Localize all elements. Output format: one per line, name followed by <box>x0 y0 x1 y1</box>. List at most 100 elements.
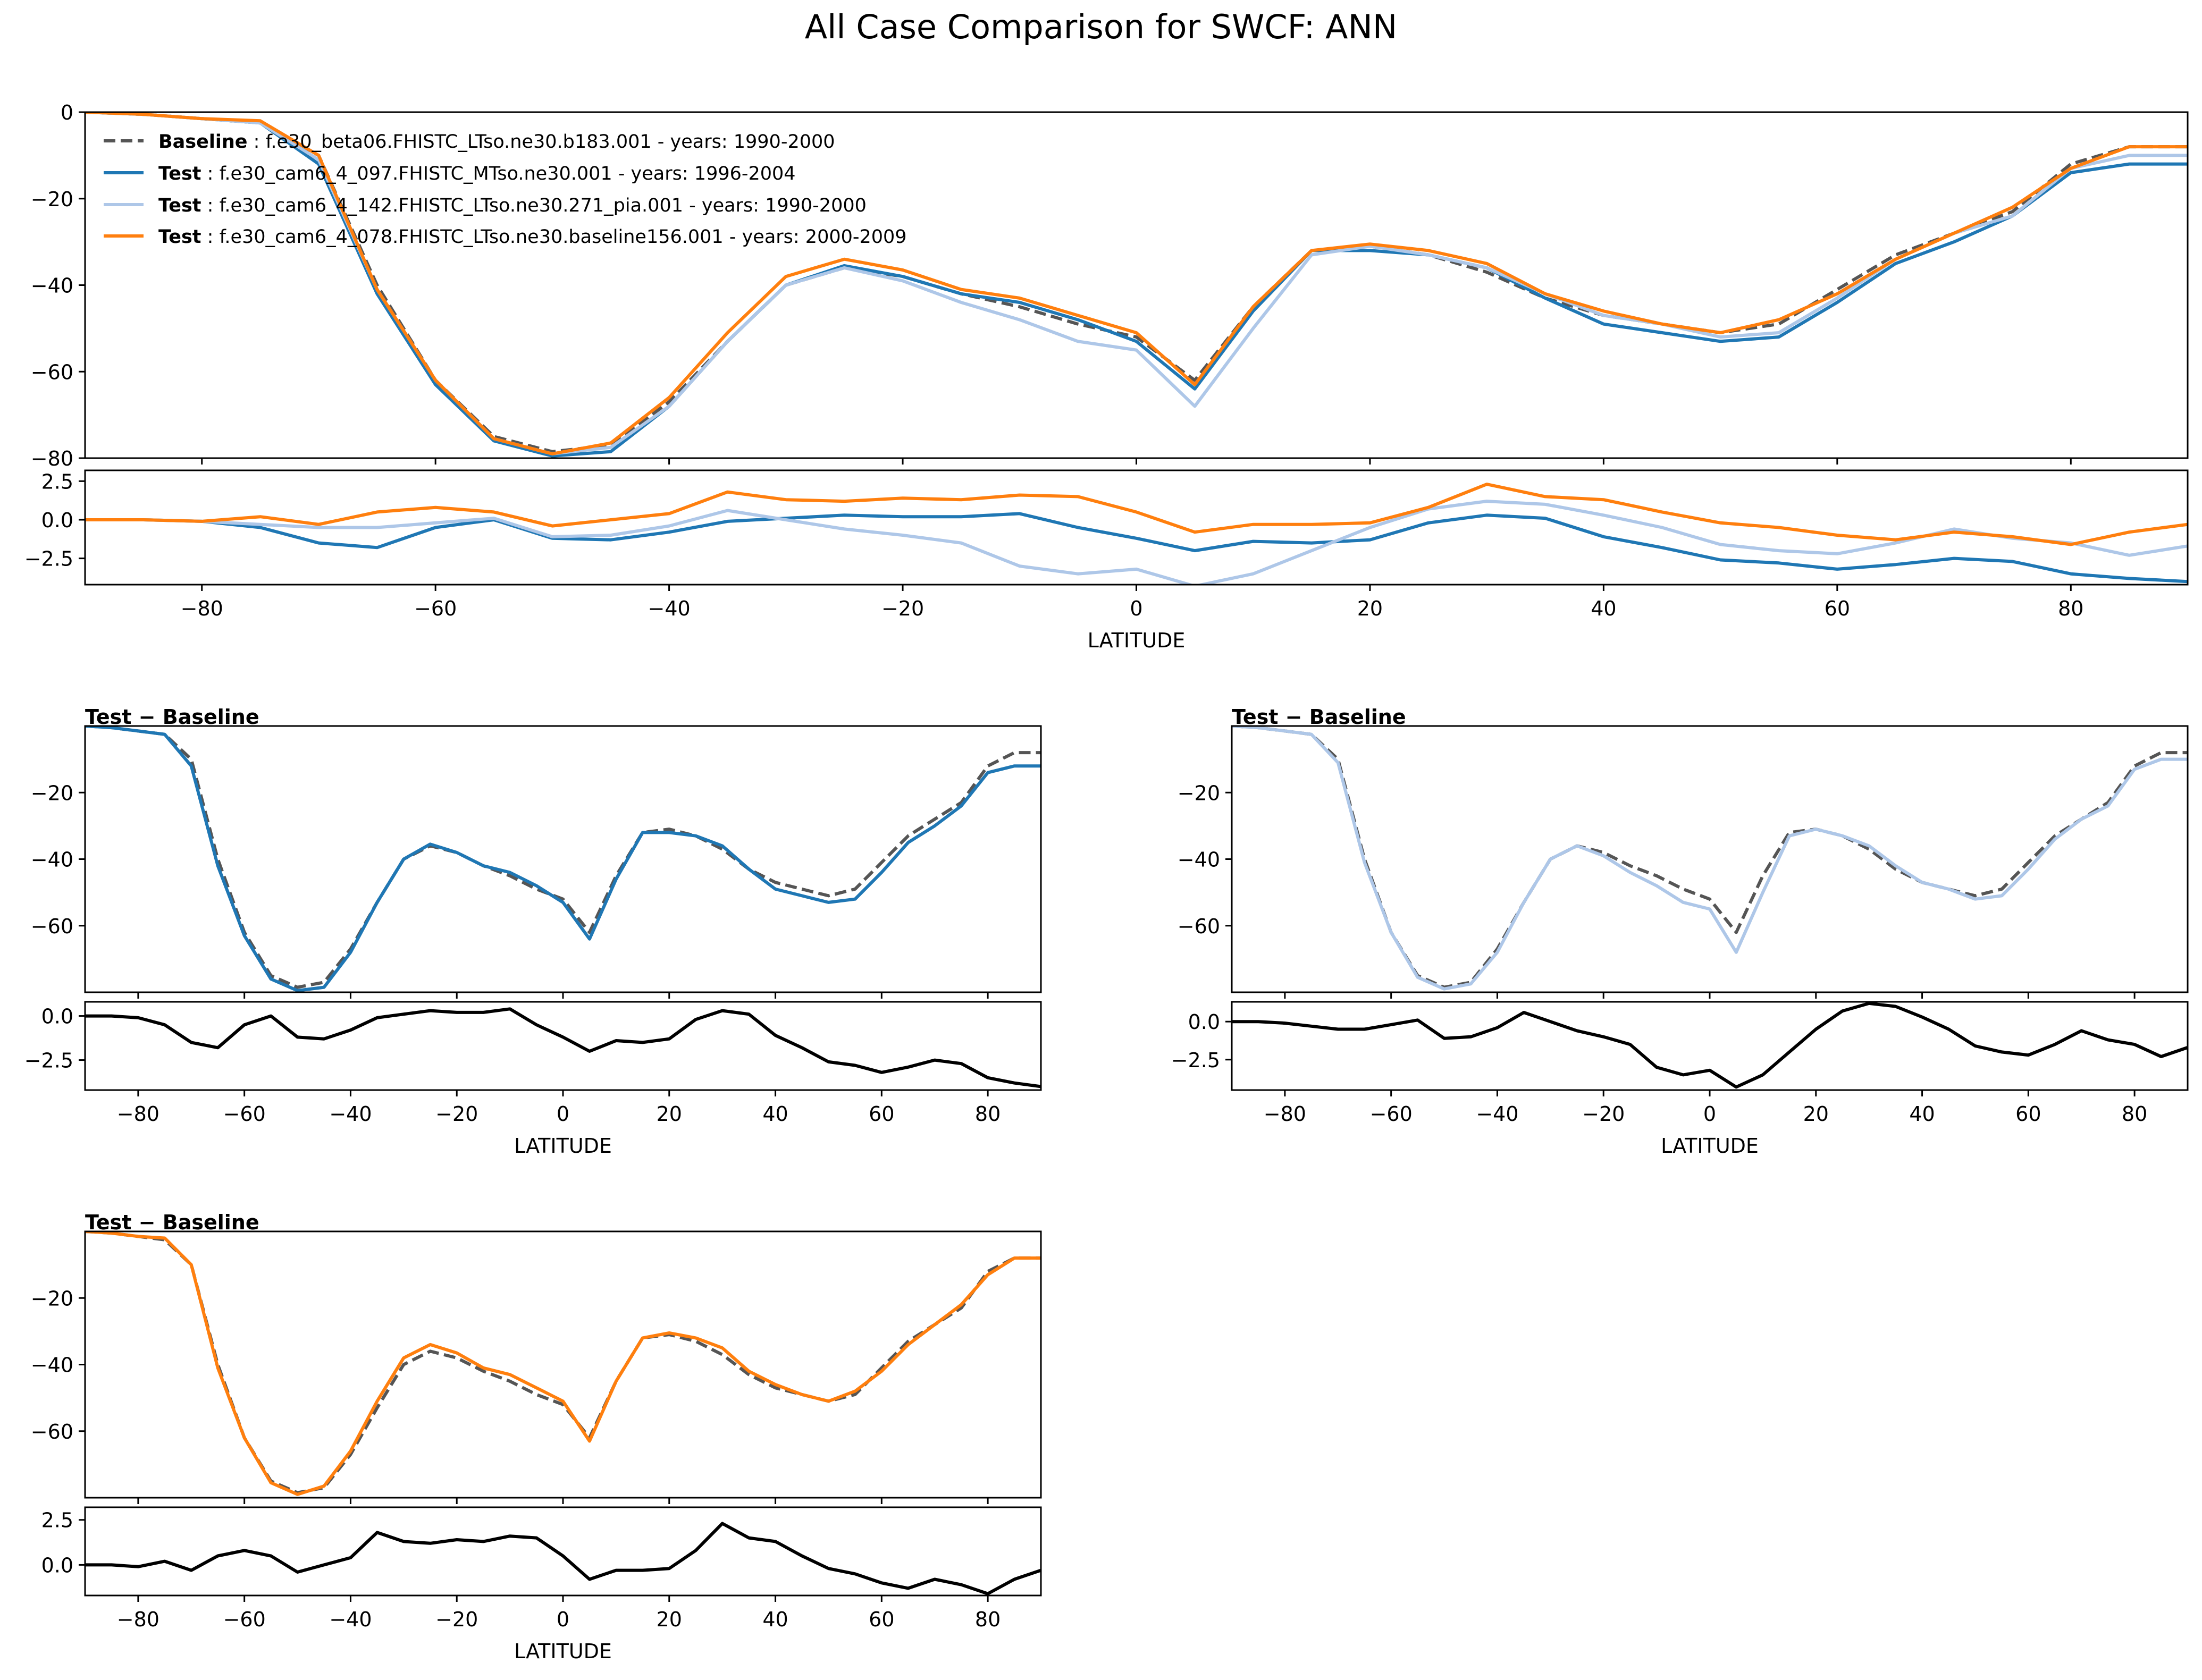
legend-entry: Baseline : f.e30_beta06.FHISTC_LTso.ne30… <box>158 131 835 153</box>
y-tick-label: −40 <box>31 1354 73 1377</box>
legend-entry-colon: : <box>201 163 220 184</box>
diff-annotation: Test − Baseline <box>1232 705 1406 729</box>
legend-entry-label: Test <box>158 226 201 248</box>
x-axis-label: LATITUDE <box>514 1134 612 1158</box>
legend-entry-colon: : <box>201 195 220 216</box>
sub-plot-2: −20 −40 −60 Test − Baseline <box>1178 705 2189 999</box>
y-tick-label: −40 <box>1178 848 1220 872</box>
sub-diff-plot-1-lines <box>85 1007 1041 1088</box>
sub-plot-3-frame <box>84 1230 1042 1499</box>
x-tick-label: 20 <box>1357 597 1383 620</box>
test-line-3 <box>85 1231 1041 1496</box>
diff-line-2 <box>85 500 2188 585</box>
x-tick-label: 0 <box>1130 597 1142 620</box>
legend-entry-colon: : <box>201 226 220 248</box>
y-tick-label: 0.0 <box>41 1554 73 1577</box>
x-tick-label: −40 <box>329 1102 372 1126</box>
sub-plot-3: −20 −40 −60 Test − Baseline <box>31 1211 1042 1504</box>
x-tick-label: 20 <box>657 1608 682 1631</box>
legend-entry: Test : f.e30_cam6_4_078.FHISTC_LTso.ne30… <box>158 226 907 248</box>
y-tick-label: −2.5 <box>24 1049 73 1073</box>
legend-entry: Test : f.e30_cam6_4_097.FHISTC_MTso.ne30… <box>158 163 796 184</box>
test-line-2 <box>1232 726 2188 991</box>
y-tick-label: 0.0 <box>41 509 73 532</box>
x-tick-label: 40 <box>762 1608 788 1631</box>
x-tick-label: −80 <box>181 597 223 620</box>
y-tick-label: −60 <box>31 360 73 384</box>
x-tick-label: −60 <box>414 597 457 620</box>
sub-diff-plot-3-lines <box>85 1522 1041 1595</box>
x-tick-label: 0 <box>1703 1102 1716 1126</box>
sub-plot-2-lines <box>1232 726 2188 991</box>
diff-annotation: Test − Baseline <box>85 705 259 729</box>
sub-plot-3-lines <box>85 1231 1041 1496</box>
y-tick-label: −80 <box>31 447 73 470</box>
x-tick-label: −40 <box>648 597 691 620</box>
y-tick-label: −20 <box>31 188 73 211</box>
sub-diff-plot-1-frame <box>84 1001 1042 1091</box>
sub-diff-plot-3: −80 −60 −40 −20 0 20 40 60 80 2.5 0.0 LATITUDE <box>41 1506 1042 1663</box>
legend-entry-text: f.e30_cam6_4_097.FHISTC_MTso.ne30.001 - … <box>220 163 796 184</box>
sub-plot-1: −20 −40 −60 Test − Baseline <box>31 705 1042 999</box>
legend-entry-label: Baseline <box>158 131 248 153</box>
x-axis-label: LATITUDE <box>1088 629 1186 652</box>
y-tick-label: 0.0 <box>1188 1010 1220 1034</box>
x-tick-label: 80 <box>975 1608 1001 1631</box>
x-tick-label: 20 <box>1803 1102 1829 1126</box>
x-tick-label: 40 <box>1909 1102 1935 1126</box>
diff-line-1 <box>85 1007 1041 1088</box>
x-tick-label: −20 <box>435 1608 478 1631</box>
y-tick-label: 0.0 <box>41 1005 73 1028</box>
x-tick-label: −60 <box>223 1102 266 1126</box>
y-tick-label: −60 <box>31 915 73 938</box>
y-tick-label: −20 <box>31 1287 73 1310</box>
sub-diff-plot-2-lines <box>1232 1002 2188 1089</box>
baseline-line <box>85 1231 1041 1495</box>
main-plot: 0 −20 −40 −60 −80 <box>31 101 2189 470</box>
sub-diff-plot-2-frame <box>1231 1001 2189 1091</box>
x-tick-label: 60 <box>1825 597 1850 620</box>
y-tick-label: −20 <box>1178 781 1220 805</box>
x-tick-label: 80 <box>975 1102 1001 1126</box>
x-tick-label: −60 <box>1370 1102 1413 1126</box>
y-tick-label: 2.5 <box>41 1509 73 1532</box>
x-tick-label: −80 <box>1264 1102 1306 1126</box>
y-tick-label: −60 <box>1178 915 1220 938</box>
diff-line-2 <box>1232 1002 2188 1089</box>
x-tick-label: −40 <box>1476 1102 1518 1126</box>
x-tick-label: 20 <box>657 1102 682 1126</box>
y-tick-label: −60 <box>31 1420 73 1443</box>
x-tick-label: −60 <box>223 1608 266 1631</box>
diff-line-3 <box>85 1522 1041 1595</box>
x-tick-label: 0 <box>557 1608 569 1631</box>
sub-plot-1-lines <box>85 726 1041 992</box>
legend-entry-colon: : <box>248 131 266 153</box>
diff-line-1 <box>85 512 2188 584</box>
baseline-line <box>1232 726 2188 989</box>
y-tick-label: −2.5 <box>24 547 73 571</box>
main-diff-plot-lines <box>85 483 2188 585</box>
x-tick-label: 80 <box>2058 597 2083 620</box>
x-tick-label: 80 <box>2122 1102 2147 1126</box>
diff-line-3 <box>85 483 2188 546</box>
legend-entry-text: f.e30_beta06.FHISTC_LTso.ne30.b183.001 -… <box>266 131 835 153</box>
sub-plot-2-frame <box>1231 725 2189 993</box>
sub-plot-1-frame <box>84 725 1042 993</box>
x-tick-label: −20 <box>1582 1102 1625 1126</box>
test-line-3 <box>85 112 2188 455</box>
x-tick-label: −40 <box>329 1608 372 1631</box>
sub-diff-plot-1: −80 −60 −40 −20 0 20 40 60 80 0.0 −2.5 LATITUDE <box>24 1001 1042 1158</box>
y-tick-label: 2.5 <box>41 470 73 493</box>
y-tick-label: −2.5 <box>1171 1049 1220 1072</box>
y-tick-label: −20 <box>31 781 73 805</box>
legend-entry: Test : f.e30_cam6_4_142.FHISTC_LTso.ne30… <box>158 195 867 216</box>
x-tick-label: 60 <box>2015 1102 2041 1126</box>
x-tick-label: 0 <box>557 1102 569 1126</box>
x-tick-label: −80 <box>117 1608 159 1631</box>
sub-diff-plot-3-frame <box>84 1506 1042 1597</box>
legend-entry-label: Test <box>158 163 201 184</box>
x-axis-label: LATITUDE <box>514 1640 612 1663</box>
x-tick-label: 60 <box>869 1608 894 1631</box>
x-tick-label: 40 <box>762 1102 788 1126</box>
